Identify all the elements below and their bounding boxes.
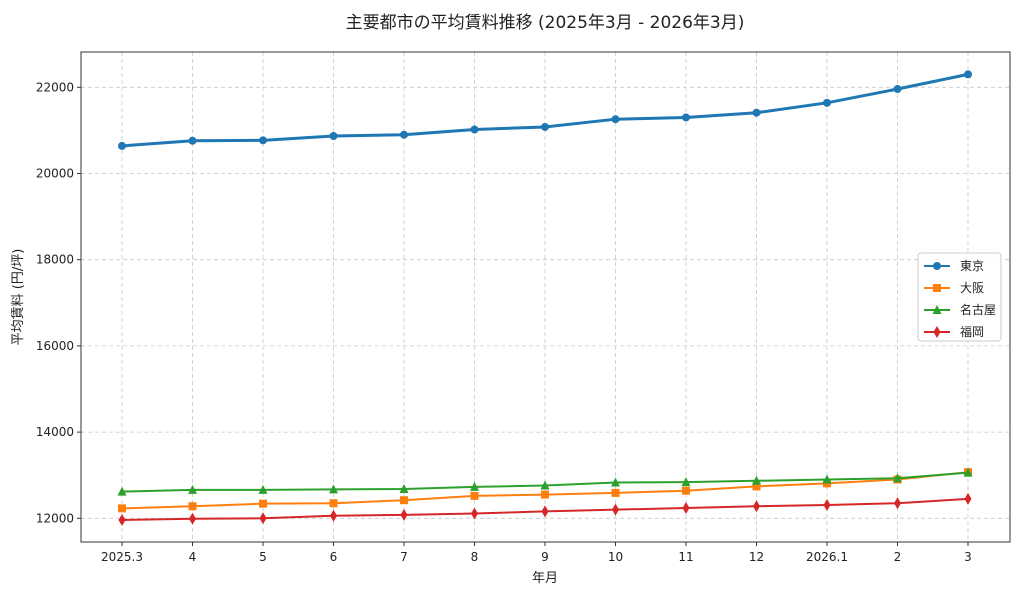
x-tick-label: 10: [608, 550, 623, 564]
data-point: [471, 507, 478, 520]
data-point: [612, 503, 619, 516]
data-point: [964, 70, 972, 79]
data-point: [258, 484, 268, 494]
legend-marker: [933, 262, 941, 270]
x-tick-label: 7: [400, 550, 408, 564]
data-point: [259, 512, 267, 525]
data-point: [259, 136, 267, 145]
x-tick-label: 12: [749, 550, 764, 564]
x-tick-label: 8: [471, 550, 479, 564]
data-point: [189, 512, 196, 525]
data-point: [963, 467, 973, 477]
x-tick-label: 3: [964, 550, 972, 564]
data-point: [611, 115, 620, 124]
y-tick-label: 22000: [36, 80, 74, 94]
data-point: [329, 484, 338, 494]
data-point: [188, 502, 197, 511]
legend-label: 名古屋: [960, 302, 996, 317]
data-point: [823, 498, 831, 511]
data-point: [752, 108, 761, 117]
data-point: [611, 477, 620, 487]
x-tick-label: 6: [330, 550, 338, 564]
data-point: [470, 125, 479, 134]
data-point: [752, 482, 761, 491]
legend-marker: [932, 305, 942, 314]
data-point: [400, 130, 408, 139]
data-point: [541, 490, 549, 499]
data-point: [611, 488, 620, 497]
data-point: [188, 136, 197, 145]
data-point: [117, 486, 127, 496]
y-tick-label: 16000: [36, 339, 74, 353]
x-tick-label: 5: [259, 550, 267, 564]
legend-label: 大阪: [960, 281, 984, 295]
data-point: [329, 132, 338, 141]
data-point: [259, 499, 267, 508]
legend-label: 福岡: [960, 324, 984, 339]
series-0: [118, 70, 972, 150]
x-tick-label: 11: [678, 550, 693, 564]
data-point: [893, 85, 902, 94]
y-tick-label: 20000: [36, 167, 74, 181]
data-point: [541, 505, 549, 518]
data-point: [964, 492, 972, 505]
data-point: [118, 141, 126, 150]
data-point: [399, 483, 409, 493]
data-point: [329, 499, 338, 508]
data-point: [470, 491, 479, 500]
data-point: [118, 504, 126, 513]
data-point: [118, 514, 126, 527]
x-tick-label: 2: [894, 550, 902, 564]
y-axis-label: 平均賃料 (円/坪): [11, 249, 26, 346]
data-point: [893, 473, 902, 483]
data-point: [400, 496, 408, 505]
data-point: [682, 501, 690, 514]
data-point: [470, 481, 479, 491]
legend-marker: [933, 326, 941, 338]
y-tick-label: 12000: [36, 511, 74, 525]
x-tick-label: 2025.3: [101, 550, 143, 564]
x-axis-label: 年月: [532, 571, 558, 586]
series-2: [117, 467, 973, 496]
legend-marker: [933, 284, 941, 292]
data-point: [894, 497, 901, 510]
x-tick-label: 2026.1: [806, 550, 848, 564]
x-tick-label: 9: [541, 550, 549, 564]
data-point: [330, 509, 337, 522]
data-point: [541, 122, 549, 131]
y-tick-label: 18000: [36, 253, 74, 267]
data-point: [753, 500, 760, 513]
x-tick-label: 4: [189, 550, 197, 564]
chart-title: 主要都市の平均賃料推移 (2025年3月 - 2026年3月): [346, 13, 745, 33]
data-point: [188, 484, 197, 494]
data-point: [823, 98, 831, 107]
legend-label: 東京: [960, 259, 984, 273]
data-point: [681, 477, 691, 487]
data-point: [752, 475, 761, 485]
data-point: [400, 508, 408, 521]
series-3: [118, 492, 972, 527]
y-tick-label: 14000: [36, 425, 74, 439]
data-point: [822, 474, 832, 484]
data-point: [682, 486, 690, 495]
legend-box: [917, 252, 1002, 342]
data-point: [682, 113, 690, 122]
data-point: [540, 480, 550, 490]
